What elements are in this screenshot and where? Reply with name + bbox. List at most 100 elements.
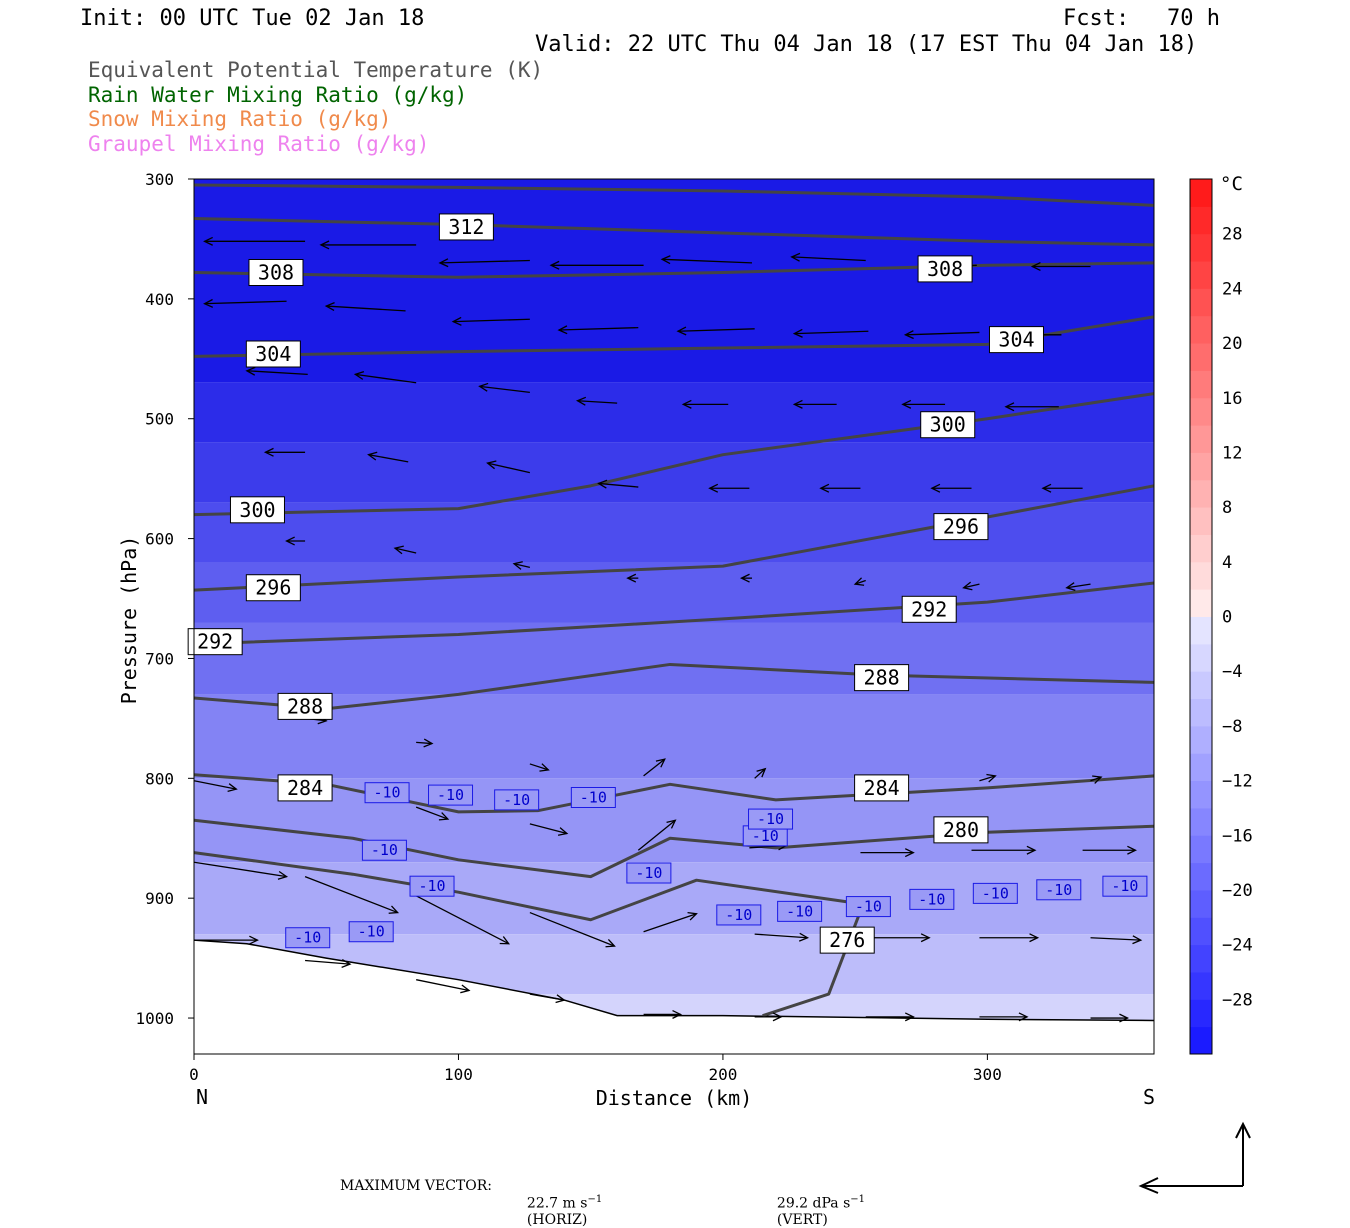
colorbar-step [1190, 1026, 1212, 1055]
colorbar-step [1190, 561, 1212, 590]
theta-e-contour [194, 851, 865, 1018]
wind-vector [305, 959, 351, 965]
theta-e-label: 276 [829, 928, 865, 952]
wind-vector-head [555, 994, 566, 1004]
wind-vector-head [245, 366, 256, 376]
colorbar-label: −8 [1222, 717, 1242, 737]
colorbar-step [1190, 507, 1212, 535]
x-tick-label: 200 [708, 1065, 737, 1084]
axes: 300 400 500 600 700 800 900 1000 0 100 200 300 [135, 170, 1001, 1084]
theta-e-label: 296 [943, 515, 979, 539]
wind-vector-head [319, 240, 330, 250]
wind-vector [194, 780, 237, 790]
theta-e-label-box [819, 926, 875, 954]
legend-snow: Snow Mixing Ratio (g/kg) [88, 107, 392, 131]
isotherm-label: -10 [1045, 881, 1072, 899]
wind-vector [677, 328, 755, 332]
theta-e-contour [194, 217, 1154, 247]
wind-vector-head [1030, 262, 1041, 271]
theta-e-label: 296 [255, 576, 291, 600]
y-tick-label: 900 [145, 889, 174, 908]
legend-graupel: Graupel Mixing Ratio (g/kg) [88, 132, 430, 156]
wind-vector-head [451, 316, 462, 326]
colorbar-step [1190, 643, 1212, 672]
wind-vector [643, 758, 666, 777]
wind-vector-head [676, 326, 687, 336]
isotherm-label: -10 [1111, 877, 1138, 895]
isotherm-label: -10 [371, 841, 398, 859]
theta-e-label-box [229, 496, 285, 524]
y-tick-label: 800 [145, 769, 174, 788]
isotherm-label: -10 [580, 788, 607, 806]
theta-e-label: 292 [911, 597, 947, 621]
wind-vector-head [790, 252, 801, 262]
theta-e-label-box [277, 692, 333, 720]
colorbar-step [1190, 835, 1212, 864]
isotherm-label: -10 [982, 884, 1009, 902]
wind-vector-head [920, 933, 931, 943]
isotherm-label-box [348, 921, 394, 943]
colorbar-label: −4 [1222, 662, 1242, 682]
colorbar-label: −20 [1222, 881, 1253, 901]
wind-vector-head [499, 936, 511, 945]
wind-vector-head [227, 783, 238, 792]
temperature-band [194, 694, 1154, 779]
isotherm-label-box [845, 896, 891, 918]
theta-e-label-box [917, 255, 973, 283]
isotherm-label-box [409, 875, 455, 897]
temperature-band [194, 442, 1154, 503]
wind-vector-head [756, 767, 767, 778]
isotherm-label: -10 [918, 890, 945, 908]
colorbar-step [1190, 206, 1212, 235]
theta-e-label-box [854, 774, 910, 802]
isotherm-label: -10 [418, 877, 445, 895]
wind-vector-head [660, 255, 671, 265]
colorbar-unit: °C [1220, 173, 1243, 195]
theta-e-label: 308 [927, 257, 963, 281]
colorbar-step [1190, 343, 1212, 371]
temperature-band [194, 562, 1154, 623]
wind-vector-head [512, 561, 523, 570]
colorbar-label: 8 [1222, 498, 1232, 518]
wind-vector-head [575, 396, 587, 406]
y-axis-label: Pressure (hPa) [117, 536, 141, 705]
theta-e-label: 284 [864, 776, 900, 800]
wind-vector [439, 259, 530, 264]
wind-vector [963, 583, 980, 589]
wind-vector [598, 482, 639, 488]
max-vector-horiz: 22.7 m s−1 (HORIZ) [526, 1194, 603, 1228]
wind-vector-head [819, 483, 830, 493]
isotherm-label: -10 [752, 827, 779, 845]
isotherm-label: -10 [786, 902, 813, 920]
colorbar-label: −16 [1222, 826, 1253, 846]
wind-vector [326, 305, 406, 312]
wind-vector [794, 330, 869, 335]
wind-vector-head [539, 763, 550, 772]
isotherm-label-box [748, 808, 794, 830]
wind-vector [529, 823, 568, 835]
theta-e-label: 288 [287, 694, 323, 718]
isotherm-label-box [285, 927, 331, 949]
wind-vector [529, 911, 615, 947]
y-tick-label: 300 [145, 170, 174, 189]
colorbar-label: 4 [1222, 553, 1232, 573]
wind-vector-head [249, 935, 259, 945]
theta-e-label: 284 [287, 776, 323, 800]
theta-e-label-box [854, 664, 910, 692]
wind-vector-head [605, 939, 616, 948]
wind-vectors [194, 236, 1143, 1023]
temperature-contour-labels: -10 -10 -10 -10-10-10-10 -10-10-10-10-10 -10-… [285, 782, 1148, 949]
colorbar-label: 0 [1222, 608, 1232, 628]
colorbar-step [1190, 233, 1212, 262]
colorbar-step [1190, 370, 1212, 399]
legend-rain-water: Rain Water Mixing Ratio (g/kg) [88, 83, 468, 107]
theta-e-contour [194, 484, 1154, 592]
wind-vector [453, 318, 530, 323]
isotherm-label: -10 [503, 791, 530, 809]
wind-vector-head [557, 827, 569, 836]
theta-e-label: 300 [239, 498, 275, 522]
max-vector-vert: 29.2 dPa s−1 (VERT) [776, 1194, 866, 1228]
wind-vector-head [739, 573, 750, 583]
wind-vector-head [853, 577, 865, 586]
y-tick-label: 400 [145, 290, 174, 309]
